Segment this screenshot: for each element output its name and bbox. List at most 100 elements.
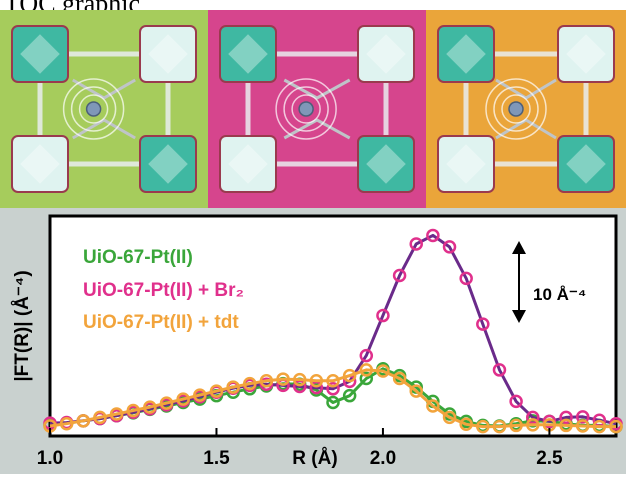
data-point [243, 376, 257, 391]
x-axis-label: R (Å) [292, 448, 337, 469]
zr-cluster-node [11, 135, 69, 193]
data-point [526, 418, 540, 432]
zr-cluster-node [437, 25, 495, 83]
data-point [426, 228, 440, 243]
zr-cluster-node [357, 135, 415, 193]
y-axis-label: |FT(R)| (Å⁻⁴) [12, 270, 33, 381]
data-point [143, 400, 157, 414]
data-point [93, 410, 107, 425]
data-point [559, 418, 573, 433]
zr-cluster-node [139, 25, 197, 83]
data-point [609, 419, 623, 434]
data-point [392, 268, 407, 283]
data-point [326, 374, 340, 388]
pt-center-icon [298, 101, 314, 117]
exafs-chart: 1.0 1.5 2.0 2.5 |FT(R)| (Å⁻⁴) R (Å) 10 Å⁻⁴ … [0, 208, 626, 474]
zr-cluster-node [437, 135, 495, 193]
data-point [392, 371, 407, 386]
zr-cluster-node [11, 25, 69, 83]
data-point [326, 382, 340, 396]
data-point [376, 364, 390, 378]
glow-ring [485, 78, 547, 140]
exafs-plot-area: 1.0 1.5 2.0 2.5 |FT(R)| (Å⁻⁴) R (Å) 10 Å⁻⁴ … [0, 208, 626, 474]
legend-entry-0: UiO-67-Pt(II) [83, 247, 193, 268]
x-tick-label: 2.0 [370, 448, 396, 469]
data-point [476, 419, 490, 434]
x-tick-label: 1.0 [37, 448, 63, 469]
data-point [159, 396, 174, 410]
data-point [359, 371, 374, 386]
data-point [342, 388, 357, 403]
data-point [476, 317, 490, 331]
structure-panel-green [0, 10, 208, 208]
data-point [526, 410, 540, 425]
data-point [426, 399, 440, 413]
data-point [592, 419, 607, 434]
data-point [193, 388, 207, 402]
scale-bar: 10 Å⁻⁴ [512, 241, 586, 323]
legend-entry-2: UiO-67-Pt(II) + tdt [83, 312, 239, 333]
glow-ring [291, 94, 321, 124]
glow-ring [501, 94, 531, 124]
data-point [409, 384, 423, 398]
x-tick-label: 2.5 [536, 448, 563, 469]
data-point [109, 407, 124, 421]
data-point [359, 348, 374, 363]
glow-ring [493, 86, 539, 132]
mof-structure-illustration [437, 25, 615, 193]
data-point [575, 410, 590, 424]
data-point [59, 416, 74, 431]
zr-cluster-node [557, 25, 615, 83]
glow-ring [283, 86, 329, 132]
zr-cluster-node [139, 135, 197, 193]
mof-structure-illustration [11, 25, 197, 193]
axis-layer: 1.0 1.5 2.0 2.5 [37, 428, 563, 469]
data-point [126, 403, 140, 418]
linker-bonds [463, 51, 589, 167]
linker-bonds [245, 51, 389, 167]
data-point [326, 395, 340, 410]
x-tick-label: 1.5 [203, 448, 230, 469]
data-point [459, 417, 473, 432]
data-point [509, 394, 523, 409]
legend-entry-1: UiO-67-Pt(II) + Br₂ [83, 280, 244, 301]
glow-ring [78, 94, 109, 124]
bipyridine-linker [283, 78, 351, 140]
legend: UiO-67-Pt(II) UiO-67-Pt(II) + Br₂ UiO-67… [83, 247, 244, 333]
data-point [259, 374, 274, 388]
zr-cluster-node [557, 135, 615, 193]
data-point [442, 240, 457, 254]
data-point [509, 418, 523, 433]
structure-panels [0, 10, 626, 208]
data-point [76, 414, 91, 428]
mof-structure-illustration [219, 25, 415, 193]
glow-ring [62, 78, 125, 140]
data-point [226, 380, 240, 394]
bipyridine-linker [495, 78, 557, 140]
data-point [342, 368, 357, 383]
structure-panel-magenta [208, 10, 426, 208]
data-point [276, 372, 290, 386]
structure-panel-orange [426, 10, 626, 208]
data-point [309, 374, 324, 388]
glow-ring [70, 86, 117, 132]
data-point [409, 237, 423, 251]
data-point [492, 363, 507, 377]
linker-bonds [37, 51, 171, 167]
zr-cluster-node [357, 25, 415, 83]
data-point [492, 419, 507, 434]
pt-center-icon [85, 101, 102, 117]
data-point [376, 308, 390, 323]
data-point [459, 271, 473, 286]
scale-bar-arrow-down-icon [512, 310, 526, 323]
bipyridine-linker [72, 78, 136, 140]
data-point [359, 363, 374, 377]
glow-ring [275, 78, 337, 140]
scale-bar-label: 10 Å⁻⁴ [533, 285, 586, 304]
data-point [209, 384, 224, 398]
scale-bar-arrow-up-icon [512, 241, 526, 254]
data-point [559, 410, 573, 425]
pt-center-icon [508, 101, 524, 117]
zr-cluster-node [219, 135, 277, 193]
data-point [176, 392, 190, 406]
